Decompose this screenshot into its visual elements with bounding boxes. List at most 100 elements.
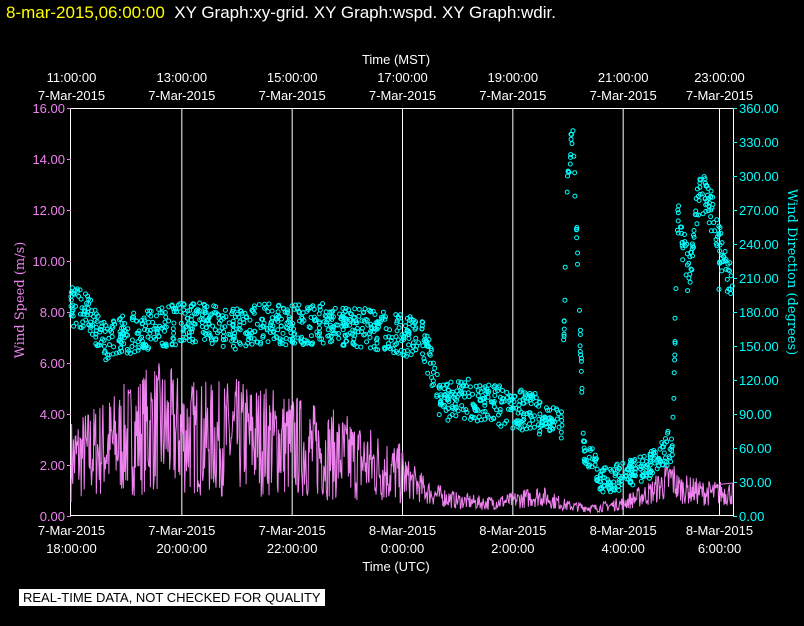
wind-direction-point: [537, 428, 543, 434]
wind-direction-point: [343, 306, 349, 311]
wind-direction-point: [721, 254, 727, 260]
wind-direction-point: [206, 321, 212, 327]
wind-direction-point: [725, 267, 731, 273]
wind-direction-point: [247, 327, 253, 333]
wind-direction-point: [376, 321, 382, 327]
wind-direction-point: [269, 308, 275, 314]
wind-direction-point: [361, 318, 367, 324]
wind-direction-point: [690, 253, 695, 259]
wind-direction-point: [521, 411, 527, 417]
wind-direction-point: [361, 309, 367, 315]
wind-direction-point: [584, 457, 590, 463]
wind-direction-point: [382, 346, 388, 352]
wind-direction-point: [163, 324, 169, 330]
wind-direction-point: [652, 449, 658, 455]
wind-direction-point: [299, 334, 304, 340]
wind-direction-point: [277, 336, 283, 342]
wind-direction-point: [109, 334, 115, 340]
wind-direction-point: [239, 310, 245, 316]
wind-direction-point: [211, 303, 217, 309]
top-tick-time: 11:00:00: [47, 70, 97, 85]
wind-direction-point: [181, 331, 187, 337]
wind-direction-point: [545, 407, 551, 413]
wind-direction-point: [549, 425, 555, 431]
wind-direction-point: [618, 475, 624, 481]
wind-direction-point: [146, 319, 152, 325]
quality-disclaimer: REAL-TIME DATA, NOT CHECKED FOR QUALITY: [19, 589, 325, 606]
right-tick-label: 60.00: [739, 441, 772, 456]
wind-direction-point: [589, 446, 595, 452]
wind-direction-point: [455, 379, 461, 385]
wind-direction-point: [107, 342, 112, 348]
wind-direction-point: [287, 316, 292, 322]
wind-direction-point: [672, 357, 678, 363]
wind-direction-point: [492, 383, 498, 389]
wind-direction-point: [139, 318, 145, 324]
wind-direction-point: [691, 228, 697, 233]
wind-direction-point: [676, 203, 682, 209]
right-tick-label: 120.00: [739, 373, 779, 388]
wind-direction-point: [288, 325, 294, 331]
wind-direction-point: [202, 337, 208, 342]
wind-direction-point: [448, 379, 454, 385]
wind-direction-point: [406, 342, 412, 348]
wind-direction-point: [575, 261, 580, 267]
wind-direction-point: [118, 345, 124, 351]
wind-direction-point: [344, 338, 350, 344]
wind-direction-point: [482, 408, 488, 414]
wind-direction-point: [515, 410, 521, 416]
wind-direction-point: [116, 317, 122, 323]
wind-direction-point: [336, 335, 342, 341]
wind-direction-point: [580, 430, 586, 436]
wind-direction-point: [478, 417, 484, 423]
right-tick-label: 150.00: [739, 339, 779, 354]
wind-direction-point: [428, 347, 434, 353]
wind-direction-point: [230, 308, 235, 314]
wind-direction-point: [491, 398, 497, 404]
wind-direction-point: [221, 329, 227, 335]
wind-direction-point: [527, 410, 533, 416]
wind-direction-point: [697, 191, 703, 197]
wind-direction-point: [380, 309, 386, 315]
wind-direction-point: [163, 314, 169, 320]
wind-direction-point: [84, 300, 90, 306]
wind-direction-point: [220, 343, 226, 349]
wind-direction-point: [554, 407, 560, 413]
wind-direction-point: [547, 415, 553, 421]
wind-direction-point: [283, 324, 289, 330]
wind-direction-point: [583, 460, 589, 466]
wind-direction-point: [667, 455, 673, 461]
wind-direction-point: [595, 476, 600, 482]
wind-direction-point: [527, 391, 533, 396]
wind-direction-point: [71, 323, 77, 329]
wind-direction-point: [111, 318, 116, 324]
wind-direction-point: [410, 340, 416, 346]
wind-direction-point: [189, 329, 195, 335]
wind-direction-point: [488, 399, 494, 405]
wind-direction-point: [680, 257, 686, 263]
wind-direction-point: [340, 342, 346, 348]
wind-direction-point: [127, 350, 133, 356]
wind-direction-point: [337, 311, 343, 317]
wind-direction-point: [403, 353, 409, 359]
wind-direction-point: [656, 457, 662, 463]
wind-direction-point: [338, 316, 344, 322]
wind-direction-point: [340, 321, 346, 327]
wind-direction-point: [475, 388, 481, 394]
wind-direction-point: [141, 344, 147, 350]
wind-direction-point: [257, 341, 263, 347]
wind-direction-point: [358, 344, 364, 350]
wind-direction-point: [277, 339, 283, 345]
wind-direction-point: [456, 384, 462, 390]
wind-direction-point: [578, 352, 584, 358]
wind-direction-point: [524, 398, 530, 404]
wind-direction-point: [577, 332, 583, 337]
wind-direction-point: [70, 302, 76, 308]
wind-direction-point: [252, 329, 258, 335]
wind-direction-point: [559, 417, 565, 423]
top-tick-time: 21:00:00: [598, 70, 649, 85]
wind-direction-point: [350, 320, 356, 325]
wind-direction-point: [521, 417, 527, 423]
wind-direction-point: [401, 348, 407, 354]
wind-direction-point: [510, 405, 516, 411]
